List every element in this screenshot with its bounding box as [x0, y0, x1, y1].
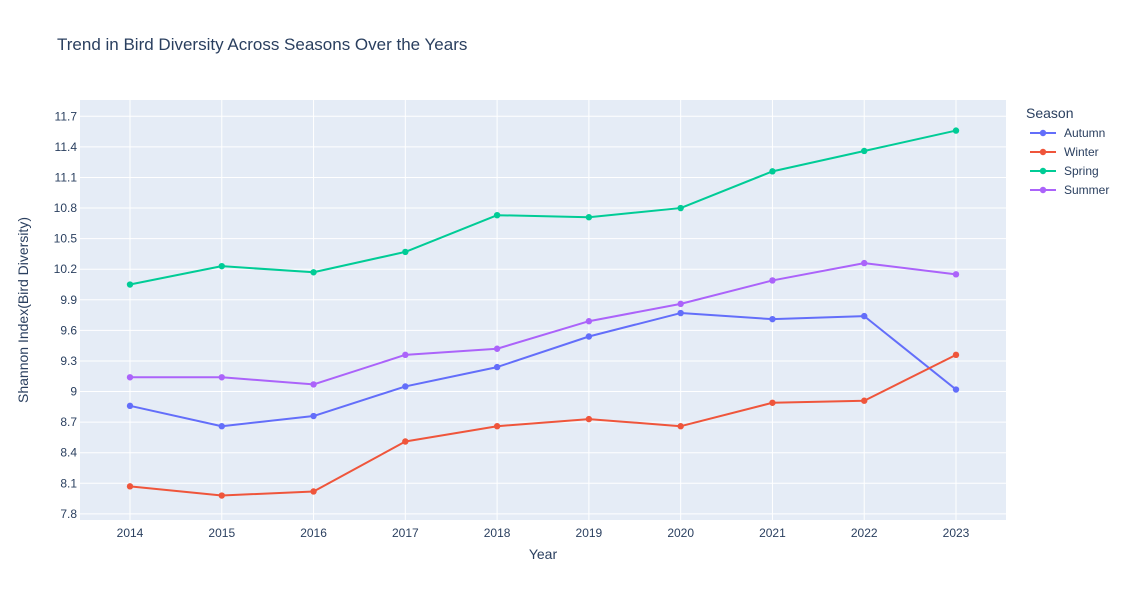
y-axis-ticks: 7.8 8.1 8.4 8.7 9 9.3 9.6 9.9 10.2 10.5 10.8 11.1 11… — [54, 109, 78, 521]
y-tick-label: 9 — [70, 385, 77, 399]
data-point-summer — [310, 381, 317, 388]
x-tick-label: 2020 — [667, 526, 694, 540]
grid-lines — [80, 100, 1006, 520]
legend-item-autumn[interactable]: Autumn — [1030, 126, 1105, 140]
x-tick-label: 2015 — [208, 526, 235, 540]
legend-item-winter[interactable]: Winter — [1030, 145, 1099, 159]
y-tick-label: 9.6 — [60, 323, 77, 337]
data-point-summer — [218, 374, 225, 381]
data-point-winter — [493, 423, 501, 430]
data-point-autumn — [861, 312, 868, 320]
x-tick-label: 2022 — [851, 526, 878, 540]
data-point-winter — [218, 492, 225, 499]
series-autumn — [126, 309, 960, 430]
data-point-autumn — [585, 333, 593, 340]
y-tick-label: 8.1 — [60, 476, 77, 490]
legend-label-summer: Summer — [1064, 183, 1109, 197]
series-line-autumn — [129, 312, 957, 428]
legend-marker-spring — [1039, 167, 1047, 175]
data-point-summer — [861, 259, 868, 267]
legend-marker-autumn — [1039, 129, 1047, 137]
x-tick-label: 2019 — [576, 526, 603, 540]
y-tick-label: 9.3 — [60, 354, 77, 368]
x-tick-label: 2017 — [392, 526, 419, 540]
legend-items: Autumn Winter Spring Summer — [1030, 126, 1109, 197]
chart-title: Trend in Bird Diversity Across Seasons O… — [57, 35, 467, 54]
y-tick-label: 11.1 — [55, 170, 78, 184]
y-tick-label: 7.8 — [60, 507, 77, 521]
data-point-spring — [952, 127, 960, 134]
data-point-autumn — [218, 423, 225, 430]
data-point-spring — [769, 168, 776, 175]
legend-title: Season — [1026, 105, 1073, 121]
data-point-spring — [585, 214, 593, 221]
series-summer — [126, 259, 960, 388]
data-point-spring — [402, 248, 409, 256]
series-lines — [126, 127, 960, 499]
legend-marker-summer — [1039, 186, 1047, 194]
data-point-spring — [861, 147, 868, 155]
data-point-summer — [769, 277, 776, 284]
legend: Season Autumn Winter Spring Summer — [1026, 105, 1109, 197]
x-axis-title: Year — [529, 546, 558, 562]
y-tick-label: 11.4 — [55, 140, 78, 154]
data-point-winter — [769, 399, 776, 406]
series-line-spring — [129, 129, 957, 286]
legend-label-autumn: Autumn — [1064, 126, 1105, 140]
x-tick-label: 2016 — [300, 526, 327, 540]
y-tick-label: 10.2 — [54, 262, 78, 276]
y-axis-title: Shannon Index(Bird Diversity) — [15, 217, 31, 403]
series-line-summer — [130, 262, 957, 386]
data-point-autumn — [402, 383, 409, 390]
data-point-autumn — [952, 386, 960, 393]
data-point-spring — [310, 269, 317, 276]
data-point-autumn — [310, 412, 317, 420]
y-tick-label: 9.9 — [60, 293, 77, 307]
y-tick-label: 8.7 — [60, 415, 77, 429]
data-point-autumn — [126, 402, 134, 410]
y-tick-label: 8.4 — [60, 446, 77, 460]
data-point-summer — [952, 271, 960, 278]
x-tick-label: 2018 — [484, 526, 511, 540]
data-point-spring — [218, 262, 225, 270]
legend-label-spring: Spring — [1064, 164, 1099, 178]
y-tick-label: 10.5 — [54, 232, 78, 246]
x-tick-label: 2021 — [759, 526, 786, 540]
data-point-summer — [402, 351, 409, 359]
data-point-summer — [677, 300, 684, 308]
data-point-summer — [126, 374, 134, 381]
plot-area — [80, 100, 1006, 520]
data-point-winter — [310, 488, 317, 495]
legend-item-spring[interactable]: Spring — [1030, 164, 1099, 178]
data-point-winter — [402, 438, 409, 445]
y-tick-label: 10.8 — [54, 201, 78, 215]
data-point-summer — [585, 318, 593, 325]
data-point-winter — [126, 483, 134, 490]
data-point-spring — [126, 281, 134, 288]
x-axis-ticks: 2014 2015 2016 2017 2018 2019 2020 2021 2022 2023 — [117, 526, 970, 540]
series-winter — [126, 351, 960, 499]
data-point-autumn — [493, 363, 501, 371]
data-point-autumn — [677, 309, 684, 317]
legend-marker-winter — [1039, 148, 1047, 156]
data-point-winter — [677, 423, 684, 430]
data-point-spring — [677, 204, 684, 212]
data-point-summer — [493, 345, 501, 352]
data-point-spring — [493, 211, 501, 219]
legend-label-winter: Winter — [1064, 145, 1099, 159]
y-tick-label: 11.7 — [55, 109, 78, 123]
data-point-winter — [861, 397, 868, 404]
legend-item-summer[interactable]: Summer — [1030, 183, 1109, 197]
series-line-winter — [129, 353, 957, 497]
data-point-autumn — [769, 315, 776, 323]
series-spring — [126, 127, 960, 288]
x-tick-label: 2023 — [943, 526, 970, 540]
data-point-winter — [952, 351, 960, 359]
data-point-winter — [585, 415, 593, 423]
x-tick-label: 2014 — [117, 526, 144, 540]
